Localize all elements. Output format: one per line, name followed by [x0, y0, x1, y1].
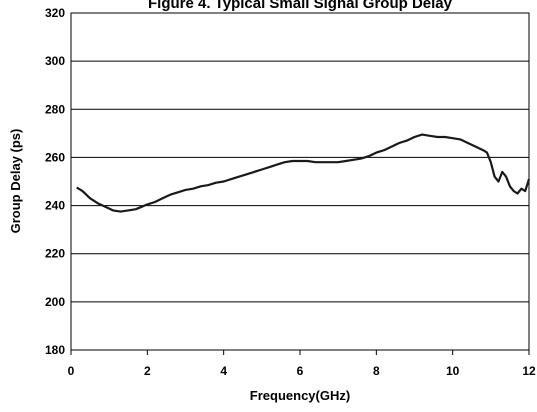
x-tick-label-4: 4 [220, 364, 227, 378]
x-tick-label-12: 12 [522, 364, 536, 378]
y-tick-label-180: 180 [45, 343, 65, 357]
y-tick-label-220: 220 [45, 247, 65, 261]
y-tick-label-320: 320 [45, 6, 65, 20]
x-tick-label-6: 6 [297, 364, 304, 378]
y-tick-labels: 180 200 220 240 260 280 300 320 [45, 6, 65, 357]
y-tick-label-280: 280 [45, 102, 65, 116]
y-axis-title: Group Delay (ps) [8, 129, 23, 234]
y-tick-label-300: 300 [45, 54, 65, 68]
x-tick-label-2: 2 [144, 364, 151, 378]
x-tick-marks [70, 350, 530, 355]
x-axis-title: Frequency(GHz) [250, 388, 350, 403]
plot-area-frame [70, 12, 530, 351]
gridlines [71, 60, 529, 303]
x-tick-label-10: 10 [446, 364, 460, 378]
chart-title: Figure 4. Typical Small Signal Group Del… [148, 0, 453, 12]
y-tick-label-240: 240 [45, 199, 65, 213]
x-tick-label-8: 8 [373, 364, 380, 378]
y-tick-label-260: 260 [45, 150, 65, 164]
y-tick-label-200: 200 [45, 295, 65, 309]
x-tick-label-0: 0 [68, 364, 75, 378]
group-delay-line [76, 133, 531, 213]
x-tick-labels: 0 2 4 6 8 10 12 [68, 364, 536, 378]
